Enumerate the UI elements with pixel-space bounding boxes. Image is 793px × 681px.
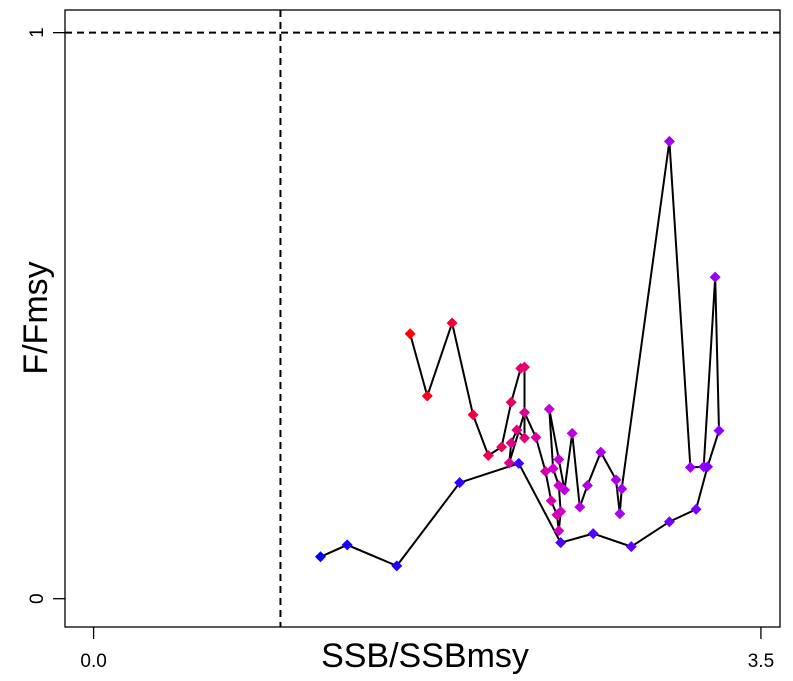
data-point-30 — [614, 508, 626, 520]
x-tick-label-1: 3.5 — [748, 651, 774, 672]
data-point-46 — [341, 539, 353, 551]
data-point-28 — [595, 446, 607, 458]
data-point-1 — [421, 390, 433, 402]
reference-lines — [65, 10, 780, 627]
data-point-8 — [519, 361, 531, 373]
data-point-21 — [547, 463, 559, 475]
data-point-32 — [663, 135, 675, 147]
data-point-44 — [454, 477, 466, 489]
data-point-16 — [545, 495, 557, 507]
trajectory-series — [314, 135, 725, 572]
data-point-5 — [496, 441, 508, 453]
trajectory-points — [314, 135, 725, 572]
data-point-40 — [625, 541, 637, 553]
data-point-23 — [553, 453, 565, 465]
data-point-42 — [555, 537, 567, 549]
data-point-31 — [616, 483, 628, 495]
data-point-19 — [555, 506, 567, 518]
data-point-9 — [519, 432, 531, 444]
y-tick-label-0: 0 — [27, 593, 48, 604]
data-point-4 — [482, 449, 494, 461]
data-point-47 — [314, 551, 326, 563]
plot-frame — [64, 9, 781, 628]
data-point-41 — [587, 528, 599, 540]
data-point-2 — [446, 317, 458, 329]
data-point-29 — [610, 474, 622, 486]
data-point-14 — [530, 431, 542, 443]
data-point-10 — [511, 424, 523, 436]
data-point-22 — [543, 403, 555, 415]
data-point-39 — [663, 516, 675, 528]
data-point-27 — [581, 479, 593, 491]
data-point-38 — [690, 503, 702, 515]
data-point-3 — [467, 409, 479, 421]
data-point-33 — [684, 461, 696, 473]
data-point-11 — [505, 437, 517, 449]
data-point-0 — [404, 328, 416, 340]
y-axis-title: F/Fmsy — [17, 261, 55, 374]
data-point-24 — [559, 484, 571, 496]
data-point-17 — [551, 509, 563, 521]
data-point-18 — [553, 525, 565, 537]
data-point-37 — [702, 461, 714, 473]
data-point-13 — [519, 406, 531, 418]
x-axis-title: SSB/SSBmsy — [321, 637, 529, 675]
x-tick-label-0: 0.0 — [80, 651, 106, 672]
data-point-26 — [574, 501, 586, 513]
y-tick-label-1: 1 — [27, 27, 48, 38]
data-point-25 — [566, 427, 578, 439]
data-point-43 — [513, 457, 525, 469]
data-point-6 — [505, 396, 517, 408]
data-point-36 — [713, 425, 725, 437]
data-point-45 — [391, 560, 403, 572]
data-point-12 — [503, 457, 515, 469]
data-point-35 — [709, 271, 721, 283]
axes: 0.0 3.5 0 1 — [27, 27, 774, 672]
